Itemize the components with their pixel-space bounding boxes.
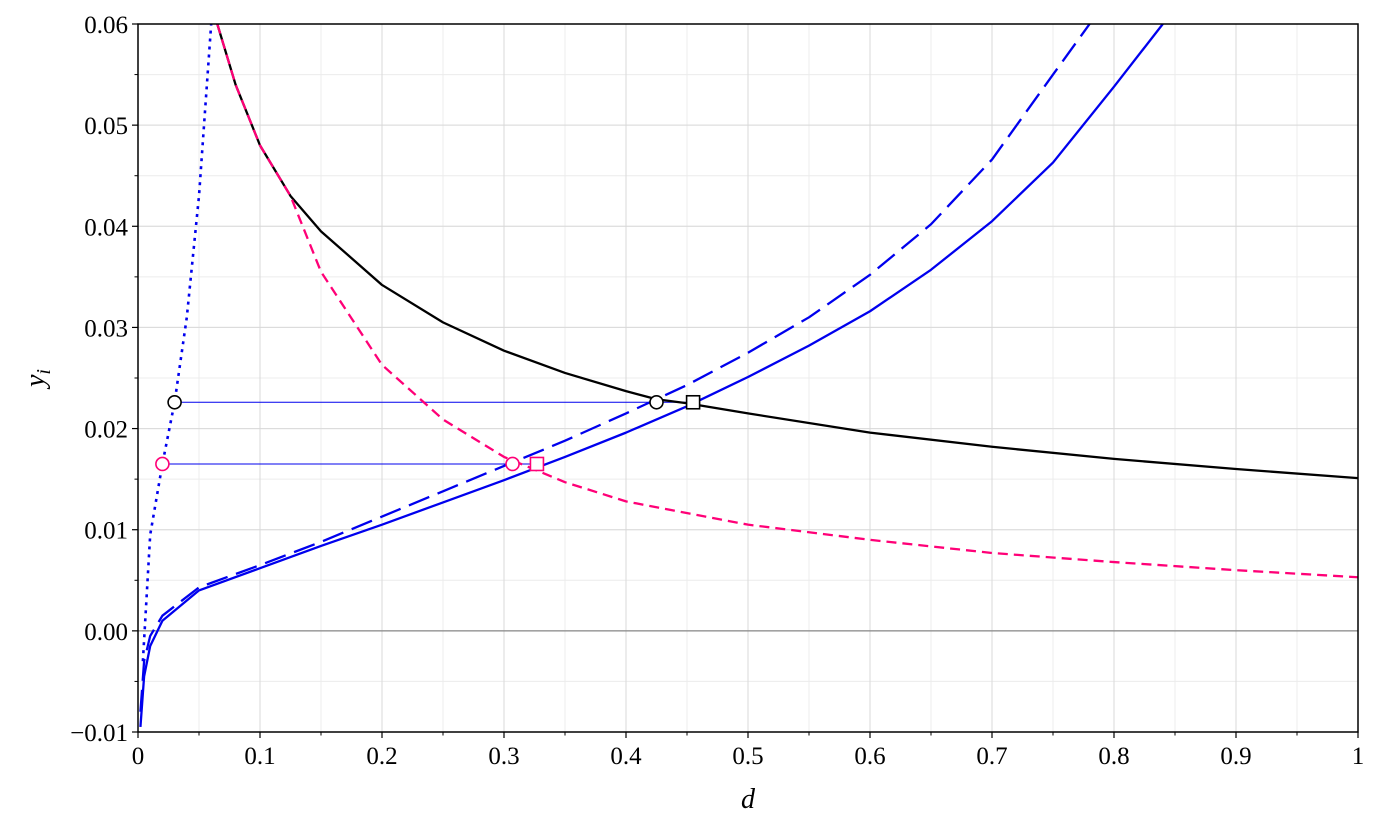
series-line-3 — [139, 24, 1091, 712]
x-tick-label: 0.9 — [1220, 743, 1251, 770]
x-tick-label: 0.5 — [732, 743, 763, 770]
square-marker-2 — [685, 394, 701, 410]
y-tick-label: −0.01 — [70, 720, 128, 747]
y-axis-label: yi — [20, 369, 55, 390]
x-axis-label: d — [741, 784, 756, 815]
y-tick-label: 0.01 — [84, 518, 128, 545]
x-tick-label: 0.1 — [244, 743, 275, 770]
y-tick-label: 0.00 — [84, 619, 128, 646]
x-tick-label: 0.4 — [610, 743, 642, 770]
circle-marker-4 — [505, 456, 520, 472]
grid — [137, 23, 1359, 733]
circle-marker-0 — [167, 394, 182, 410]
x-tick-labels: 0 0.1 0.2 0.3 0.4 0.5 0.6 0.7 0.8 0.9 1 — [132, 743, 1365, 770]
x-tick-label: 0.6 — [854, 743, 885, 770]
x-tick-label: 0.7 — [976, 743, 1007, 770]
y-axis-label-main: y — [20, 374, 51, 390]
y-tick-label: 0.06 — [84, 12, 128, 39]
y-tick-label: 0.05 — [84, 113, 128, 140]
y-tick-label: 0.02 — [84, 417, 128, 444]
x-tick-label: 0.3 — [488, 743, 519, 770]
y-tick-label: 0.03 — [84, 315, 128, 342]
x-tick-label: 0 — [132, 743, 145, 770]
circle-marker-3 — [155, 456, 170, 472]
reference-lines — [162, 401, 694, 465]
x-tick-label: 1 — [1352, 743, 1365, 770]
markers — [155, 394, 701, 472]
y-axis-label-subscript: i — [33, 369, 55, 375]
x-tick-label: 0.2 — [366, 743, 397, 770]
series-line-0 — [141, 24, 213, 662]
series-line-1 — [216, 24, 1358, 480]
x-tick-label: 0.8 — [1098, 743, 1129, 770]
axis-ticks — [132, 23, 1359, 738]
square-marker-5 — [529, 456, 545, 472]
y-tick-label: 0.04 — [84, 214, 128, 241]
series-line-2 — [216, 24, 1358, 579]
circle-marker-1 — [649, 394, 664, 410]
y-tick-labels: −0.01 0.00 0.01 0.02 0.03 0.04 0.05 0.06 — [70, 12, 128, 747]
series-line-4 — [139, 24, 1164, 728]
